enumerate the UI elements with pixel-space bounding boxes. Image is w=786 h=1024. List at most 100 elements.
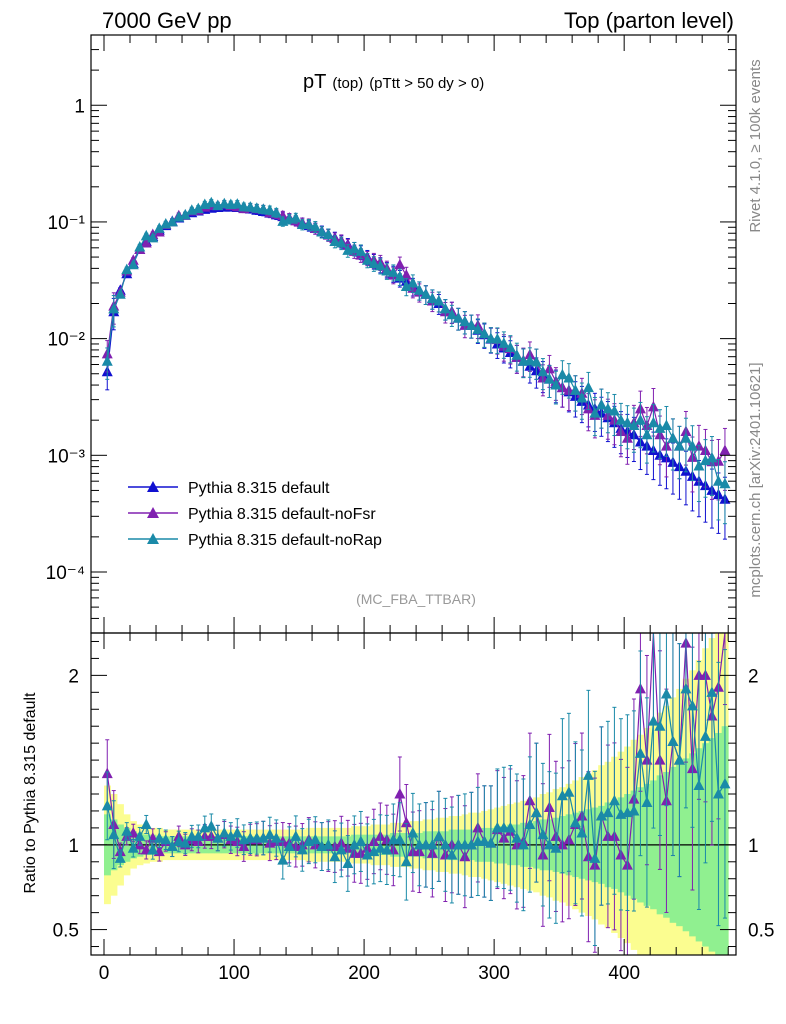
main-point-noFsr bbox=[140, 236, 152, 248]
ratio-point-noRap bbox=[699, 730, 711, 741]
main-point-noRap bbox=[712, 475, 724, 486]
ratio-point-noRap bbox=[478, 835, 490, 846]
ratio-point-noFsr bbox=[394, 788, 406, 799]
main-point-noRap bbox=[543, 373, 555, 384]
ratio-point-noRap bbox=[309, 833, 321, 845]
main-point-noRap bbox=[179, 208, 191, 220]
ratio-point-noRap bbox=[693, 779, 705, 791]
main-point-noRap bbox=[667, 432, 679, 443]
ratio-point-noRap bbox=[504, 821, 516, 833]
main-point-noRap bbox=[329, 235, 341, 246]
ratio-point-noRap bbox=[374, 842, 386, 853]
ratio-point-noRap bbox=[121, 825, 133, 836]
ratio-point-noRap bbox=[576, 826, 588, 838]
x-tick-label: 0 bbox=[99, 963, 110, 984]
ratio-point-noRap bbox=[602, 806, 614, 818]
ratio-point-noRap bbox=[127, 842, 139, 853]
ratio-point-noRap bbox=[608, 794, 620, 806]
ratio-point-noRap bbox=[446, 849, 458, 860]
ratio-point-noRap bbox=[270, 832, 282, 843]
main-point-noRap bbox=[355, 245, 367, 256]
ratio-point-noRap bbox=[355, 835, 367, 846]
legend-entry-noRap: Pythia 8.315 default-noRap bbox=[128, 532, 382, 549]
ratio-point-noRap bbox=[543, 838, 555, 850]
ratio-point-noRap bbox=[589, 852, 601, 863]
main-point-noRap bbox=[426, 292, 438, 304]
ratio-point-noRap bbox=[673, 754, 685, 765]
ratio-point-noRap bbox=[108, 828, 120, 840]
main-point-noRap bbox=[582, 381, 594, 393]
x-tick-label: 400 bbox=[608, 963, 640, 984]
ratio-point-noRap bbox=[173, 835, 185, 846]
main-point-noRap bbox=[316, 225, 328, 237]
ratio-point-noRap bbox=[647, 715, 659, 726]
analysis-watermark: (MC_FBA_TTBAR) bbox=[356, 591, 476, 607]
main-point-noRap bbox=[309, 220, 321, 232]
ratio-point-noRap bbox=[465, 838, 477, 850]
ratio-point-noRap bbox=[381, 843, 393, 855]
ratio-point-noRap bbox=[556, 789, 568, 801]
ratio-point-noRap bbox=[530, 806, 542, 818]
main-point-noRap bbox=[641, 428, 653, 440]
legend-label-noFsr: Pythia 8.315 default-noFsr bbox=[188, 506, 376, 523]
ratio-point-noRap bbox=[361, 849, 373, 860]
ratio-y-tick-label-right: 0.5 bbox=[748, 921, 774, 942]
ratio-point-noRap bbox=[537, 828, 549, 840]
ratio-point-noFsr bbox=[400, 816, 412, 828]
main-point-noRap bbox=[634, 414, 646, 425]
main-point-noRap bbox=[699, 454, 711, 466]
ratio-point-noRap bbox=[712, 788, 724, 799]
legend-label-noRap: Pythia 8.315 default-noRap bbox=[188, 532, 382, 549]
mcplots-credit-label: mcplots.cern.ch [arXiv:2401.10621] bbox=[747, 362, 764, 597]
main-point-noRap bbox=[569, 384, 581, 395]
main-point-noRap bbox=[270, 206, 282, 218]
main-point-noRap bbox=[706, 451, 718, 463]
ratio-point-noRap bbox=[134, 830, 146, 841]
ratio-point-noRap bbox=[719, 777, 731, 789]
ratio-panel: 0.5 0.5 1 1 2 2 0 100 200 300 400 bbox=[53, 632, 774, 984]
main-point-noRap bbox=[134, 240, 146, 252]
main-point-noRap bbox=[686, 440, 698, 451]
main-point-noRap bbox=[374, 259, 386, 271]
ratio-point-noRap bbox=[264, 828, 276, 840]
main-point-noRap bbox=[322, 228, 334, 240]
ratio-point-noRap bbox=[641, 796, 653, 807]
main-point-noRap bbox=[303, 218, 315, 230]
ratio-point-noRap bbox=[348, 838, 360, 850]
ratio-point-noRap bbox=[394, 833, 406, 845]
main-point-noRap bbox=[166, 215, 178, 227]
ratio-point-noRap bbox=[342, 857, 354, 868]
ratio-point-noRap bbox=[296, 843, 308, 855]
main-point-noRap bbox=[433, 295, 445, 306]
ratio-point-noRap bbox=[628, 804, 640, 816]
main-point-noRap bbox=[218, 197, 230, 209]
ratio-point-noRap bbox=[212, 832, 224, 843]
ratio-point-noRap bbox=[524, 818, 536, 830]
main-point-noRap bbox=[127, 258, 139, 270]
ratio-point-noRap bbox=[368, 845, 380, 857]
ratio-point-noRap bbox=[322, 838, 334, 850]
main-point-noRap bbox=[413, 284, 425, 295]
ratio-point-noRap bbox=[667, 735, 679, 746]
legend: Pythia 8.315 default Pythia 8.315 defaul… bbox=[128, 480, 382, 549]
main-point-noRap bbox=[615, 414, 627, 425]
main-point-noRap bbox=[439, 302, 451, 314]
main-point-noRap bbox=[621, 416, 633, 428]
main-point-noFsr bbox=[394, 258, 406, 270]
ratio-point-noRap bbox=[550, 842, 562, 853]
plot-title: pT (top) (pTtt > 50 dy > 0) bbox=[303, 71, 484, 93]
ratio-point-noRap bbox=[517, 838, 529, 850]
main-point-noRap bbox=[290, 212, 302, 223]
ratio-point-noRap bbox=[225, 830, 237, 841]
ratio-point-noRap bbox=[205, 820, 217, 831]
ratio-point-noRap bbox=[439, 838, 451, 850]
main-point-noRap bbox=[478, 327, 490, 339]
main-point-noRap bbox=[576, 391, 588, 403]
rivet-version-label: Rivet 4.1.0, ≥ 100k events bbox=[747, 59, 764, 232]
ratio-point-noRap bbox=[231, 826, 243, 838]
ratio-point-noRap bbox=[654, 720, 666, 731]
ratio-point-noRap bbox=[335, 843, 347, 855]
ratio-point-noRap bbox=[140, 818, 152, 830]
main-point-noRap bbox=[251, 202, 263, 213]
